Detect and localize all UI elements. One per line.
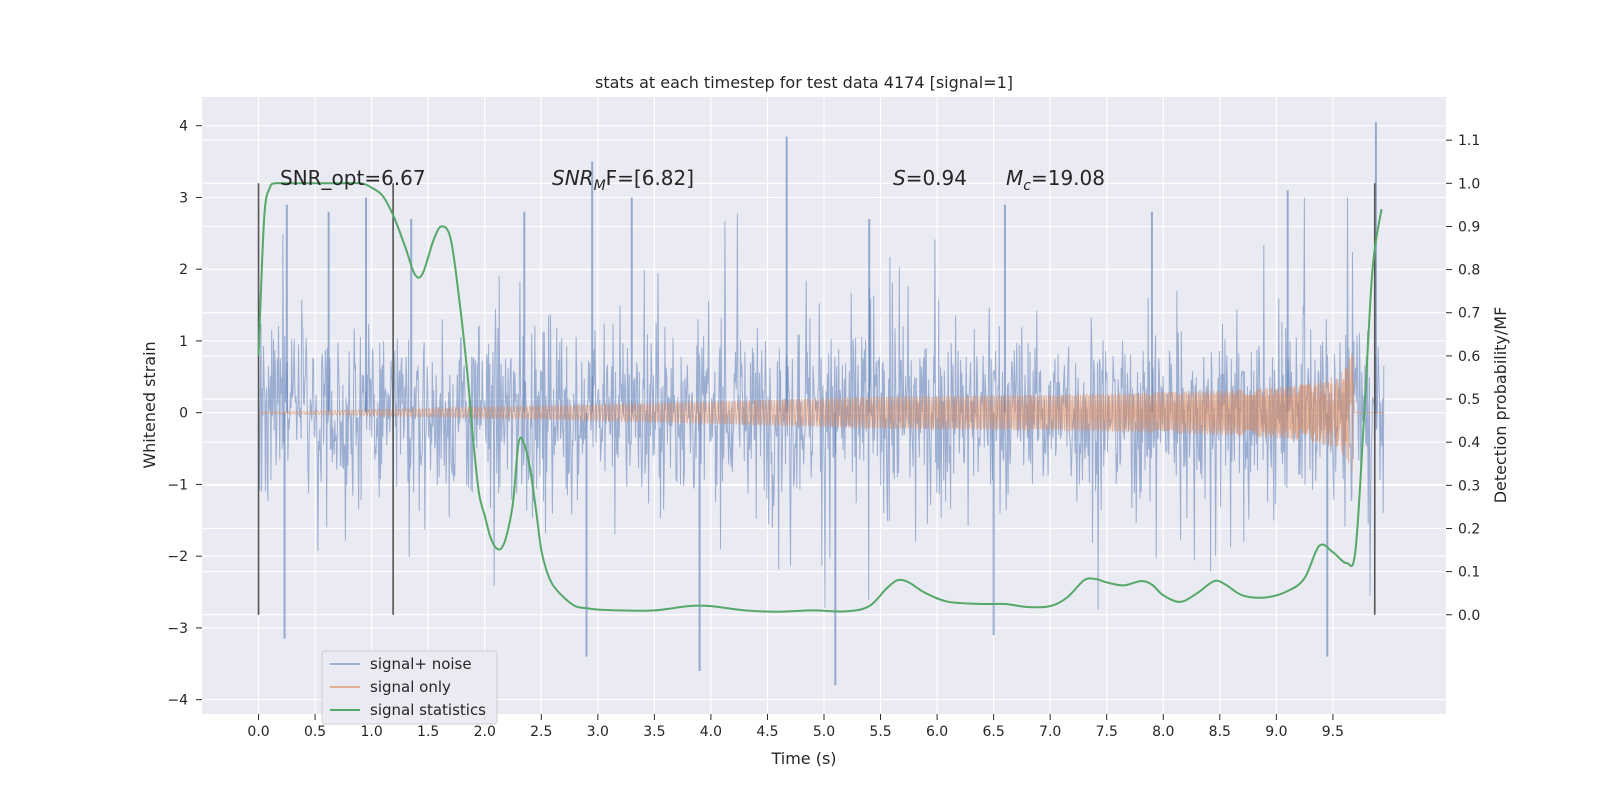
y-right-tick-label: 0.0: [1458, 608, 1480, 624]
signal-noise-trace: [258, 197, 1385, 610]
x-tick-label: 0.5: [304, 724, 326, 740]
y-left-tick-label: 1: [179, 334, 188, 350]
x-tick-label: 8.5: [1209, 724, 1231, 740]
annotation-mc-main: M: [1006, 166, 1023, 190]
y-right-tick-label: 0.5: [1458, 392, 1480, 408]
x-tick-label: 7.5: [1096, 724, 1118, 740]
y-right-tick-label: 0.2: [1458, 521, 1480, 537]
y-left-tick-label: −3: [167, 621, 188, 637]
x-tick-label: 8.0: [1152, 724, 1174, 740]
annotation-mc-sub: c: [1023, 178, 1031, 194]
x-tick-label: 3.5: [643, 724, 665, 740]
annotation-snr-mf-rest: F=[6.82]: [606, 166, 694, 190]
x-tick-label: 5.0: [813, 724, 835, 740]
y-right-tick-label: 0.4: [1458, 435, 1480, 451]
y-right-tick-label: 1.1: [1458, 133, 1480, 149]
annotation-mc-value: =19.08: [1031, 166, 1105, 190]
x-tick-label: 0.0: [247, 724, 269, 740]
annotation-s-label: S: [893, 166, 906, 190]
x-tick-label: 6.5: [983, 724, 1005, 740]
y-left-tick-label: −2: [167, 549, 188, 565]
y-right-tick-label: 0.3: [1458, 478, 1480, 494]
annotation-snr-opt: SNR_opt=6.67: [280, 166, 426, 190]
x-tick-label: 5.5: [869, 724, 891, 740]
x-tick-label: 9.0: [1265, 724, 1287, 740]
legend: signal+ noise signal only signal statist…: [321, 650, 498, 725]
y-left-tick-label: 2: [179, 262, 188, 278]
signal-statistics-trace: [257, 181, 1383, 613]
annotation-snr-mf-main: SNR: [552, 166, 594, 190]
legend-label-signal-only: signal only: [370, 678, 451, 696]
x-tick-label: 1.0: [361, 724, 383, 740]
y-left-tick-label: 4: [179, 119, 188, 135]
y-left-tick-label: 0: [179, 406, 188, 422]
annotation-mc: Mc=19.08: [1006, 166, 1105, 194]
y-right-tick-label: 0.6: [1458, 349, 1480, 365]
y-left-tick-label: −1: [167, 477, 188, 493]
y-right-tick-label: 0.9: [1458, 219, 1480, 235]
chart-title: stats at each timestep for test data 417…: [595, 73, 1013, 92]
signal-statistics-series: [257, 181, 1383, 613]
y-right-tick-label: 1.0: [1458, 176, 1480, 192]
x-tick-label: 7.0: [1039, 724, 1061, 740]
legend-box: [321, 650, 498, 725]
x-tick-label: 9.5: [1322, 724, 1344, 740]
annotation-s-value: =0.94: [906, 166, 967, 190]
x-tick-label: 1.5: [417, 724, 439, 740]
x-tick-label: 2.5: [530, 724, 552, 740]
y-axis-left-ticks: −4 −3 −2 −1 0 1 2 3 4: [167, 119, 202, 709]
annotation-snr-mf: SNRMF=[6.82]: [552, 166, 694, 194]
signal-noise-series: [258, 122, 1385, 686]
signal-only-series: [258, 352, 1384, 470]
annotation-snr-mf-sub: M: [594, 178, 606, 194]
x-tick-label: 3.0: [587, 724, 609, 740]
x-axis-ticks: 0.0 0.5 1.0 1.5 2.0 2.5 3.0 3.5 4.0 4.5 5.0 5.5 6.0 6…: [247, 714, 1344, 740]
y-axis-right-label: Detection probability/MF: [1491, 307, 1510, 504]
x-tick-label: 2.0: [474, 724, 496, 740]
y-right-tick-label: 0.1: [1458, 565, 1480, 581]
x-axis-label: Time (s): [770, 749, 836, 768]
legend-label-signal-noise: signal+ noise: [370, 655, 472, 673]
x-tick-label: 4.5: [756, 724, 778, 740]
x-tick-label: 4.0: [700, 724, 722, 740]
x-tick-label: 6.0: [926, 724, 948, 740]
legend-label-signal-statistics: signal statistics: [370, 701, 486, 719]
y-left-tick-label: −4: [167, 693, 188, 709]
y-axis-left-label: Whitened strain: [140, 341, 159, 468]
signal-only-trace: [258, 352, 1384, 470]
y-axis-right-ticks: 0.0 0.1 0.2 0.3 0.4 0.5 0.6 0.7 0.8 0.9 1.0 1.1: [1446, 133, 1480, 624]
y-left-tick-label: 3: [179, 190, 188, 206]
annotation-s: S=0.94: [893, 166, 967, 190]
y-right-tick-label: 0.7: [1458, 306, 1480, 322]
y-right-tick-label: 0.8: [1458, 263, 1480, 279]
